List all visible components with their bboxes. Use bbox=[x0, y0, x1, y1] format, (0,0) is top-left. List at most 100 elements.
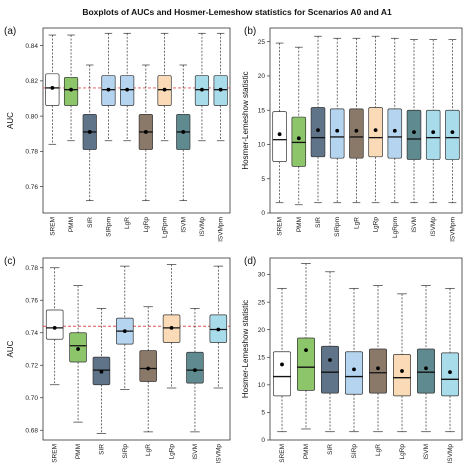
figure-title: Boxplots of AUCs and Hosmer-Lemeshow sta… bbox=[82, 7, 392, 17]
mean-point bbox=[304, 348, 308, 353]
box-LgRpm: LgRpm bbox=[157, 32, 172, 238]
mean-point bbox=[52, 325, 57, 330]
y-axis-label: Hosmer-Lemeshow statistic bbox=[241, 300, 250, 398]
x-tick-label: SIR bbox=[327, 444, 334, 455]
x-tick-label: LgRp bbox=[143, 217, 150, 233]
box-LgRpm: LgRpm bbox=[387, 37, 403, 238]
box-lSVM: lSVM bbox=[406, 39, 422, 233]
box-SREM: SREM bbox=[272, 42, 287, 236]
iqr-box bbox=[369, 348, 387, 394]
mean-point bbox=[146, 366, 151, 371]
box-SIRpm: SIRpm bbox=[329, 37, 345, 237]
x-tick-label: LgRp bbox=[169, 444, 176, 460]
iqr-box bbox=[417, 348, 435, 394]
x-tick-label: SREM bbox=[49, 217, 56, 236]
x-tick-label: PMM bbox=[75, 444, 82, 459]
x-tick-label: SIRpm bbox=[334, 217, 341, 237]
x-tick-label: lSVM bbox=[180, 217, 187, 233]
mean-point bbox=[181, 130, 186, 134]
x-tick-label: lSVMpm bbox=[449, 217, 456, 242]
box-SREM: SREM bbox=[45, 34, 60, 236]
plot-frame bbox=[42, 27, 231, 214]
box-PMM: PMM bbox=[297, 263, 315, 459]
iqr-box bbox=[441, 352, 459, 397]
box-lSVM: lSVM bbox=[176, 64, 191, 233]
iqr-box bbox=[345, 351, 363, 395]
plot-frame bbox=[269, 27, 463, 214]
iqr-box bbox=[291, 116, 307, 167]
x-tick-label: lSVMp bbox=[199, 217, 206, 237]
y-tick-label: 25 bbox=[258, 299, 266, 306]
box-SIR: SIR bbox=[321, 271, 339, 455]
mean-point bbox=[352, 367, 356, 372]
y-tick-label: 0.76 bbox=[25, 297, 38, 304]
iqr-box bbox=[139, 350, 157, 382]
iqr-box bbox=[321, 345, 339, 394]
y-axis-label: Hosmer-Lemeshow statistic bbox=[241, 71, 250, 169]
box-lSVM: lSVM bbox=[186, 308, 204, 460]
y-axis-label: AUC bbox=[6, 112, 15, 129]
panel-label: (d) bbox=[244, 256, 256, 267]
box-LgR: LgR bbox=[369, 285, 387, 456]
iqr-box bbox=[393, 354, 411, 397]
mean-point bbox=[122, 329, 127, 334]
mean-point bbox=[87, 130, 92, 134]
mean-point bbox=[106, 87, 111, 92]
x-tick-label: lSVM bbox=[411, 217, 418, 233]
box-LgRp: LgRp bbox=[162, 264, 181, 460]
x-tick-label: LgR bbox=[353, 217, 360, 229]
y-tick-label: 0.82 bbox=[25, 78, 38, 85]
x-tick-label: PMM bbox=[296, 217, 303, 232]
panel-a: (a) 0.76 0.78 0.80 0.82 0.84 AUC SREM PMM SIR SIRp… bbox=[4, 26, 231, 242]
panel-label: (c) bbox=[4, 256, 16, 267]
box-SIR: SIR bbox=[92, 308, 111, 455]
box-SREM: SREM bbox=[273, 287, 291, 463]
mean-point bbox=[450, 130, 455, 135]
y-tick-label: 0.78 bbox=[25, 149, 38, 156]
x-tick-label: SIR bbox=[315, 217, 322, 228]
box-LgR: LgR bbox=[120, 32, 135, 229]
plot-frame bbox=[269, 257, 463, 441]
mean-point bbox=[296, 136, 301, 141]
mean-point bbox=[193, 368, 197, 373]
box-PMM: PMM bbox=[69, 285, 87, 459]
y-tick-label: 10 bbox=[258, 382, 266, 389]
iqr-box bbox=[445, 109, 460, 160]
panel-label: (a) bbox=[4, 26, 16, 37]
iqr-box bbox=[387, 108, 403, 159]
x-tick-label: lSVMpm bbox=[218, 217, 225, 242]
mean-point bbox=[76, 347, 80, 351]
mean-point bbox=[280, 362, 284, 367]
mean-point bbox=[316, 128, 320, 132]
x-tick-label: SIR bbox=[87, 217, 94, 228]
panel-c: (c) 0.68 0.70 0.72 0.74 0.76 0.78 AUC SREM PMM SIR… bbox=[4, 256, 231, 464]
mean-point bbox=[328, 358, 332, 362]
y-tick-label: 0.80 bbox=[25, 113, 38, 120]
box-SREM: SREM bbox=[45, 267, 64, 463]
x-tick-label: PMM bbox=[303, 444, 310, 459]
x-tick-label: LgRpm bbox=[392, 217, 399, 238]
y-tick-label: 30 bbox=[258, 272, 266, 279]
iqr-box bbox=[349, 108, 364, 159]
x-tick-label: SIRp bbox=[122, 444, 129, 459]
mean-point bbox=[424, 366, 428, 371]
mean-point bbox=[200, 87, 204, 92]
mean-point bbox=[277, 132, 282, 137]
mean-point bbox=[218, 87, 223, 92]
y-axis-label: AUC bbox=[6, 340, 15, 357]
box-lSVMp: lSVMp bbox=[209, 265, 228, 464]
iqr-box bbox=[297, 337, 315, 391]
y-tick-label: 10 bbox=[258, 142, 266, 149]
y-tick-label: 25 bbox=[258, 39, 266, 46]
mean-point bbox=[373, 128, 378, 132]
mean-point bbox=[354, 128, 359, 133]
panel-d: (d) 0 5 10 15 20 25 30 Hosmer-Lemeshow statistic… bbox=[241, 256, 463, 463]
x-tick-label: SREM bbox=[277, 217, 284, 236]
x-tick-label: SIRp bbox=[351, 444, 358, 459]
box-LgR: LgR bbox=[139, 306, 157, 456]
mean-point bbox=[125, 87, 130, 92]
panels: (a) 0.76 0.78 0.80 0.82 0.84 AUC SREM PMM SIR SIRp… bbox=[4, 26, 463, 464]
x-tick-label: lSVMp bbox=[215, 444, 222, 464]
box-lSVMp: lSVMp bbox=[194, 32, 210, 237]
